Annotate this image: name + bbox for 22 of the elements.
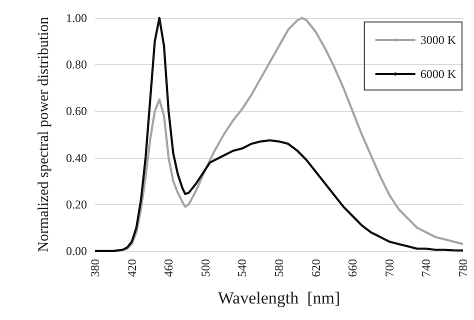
x-tick-label: 660 <box>346 259 360 277</box>
x-tick-label: 700 <box>382 259 396 277</box>
x-axis-title: Wavelength [nm] <box>218 288 340 308</box>
y-tick-label: 0.60 <box>66 104 87 118</box>
x-tick-label: 380 <box>88 259 102 277</box>
y-axis-title: Normalized spectral power distribution <box>36 16 52 252</box>
x-tick-label: 460 <box>162 259 176 277</box>
y-tick-label: 0.20 <box>66 197 87 212</box>
y-tick-label: 0.00 <box>66 244 87 258</box>
x-tick-label: 420 <box>124 259 139 277</box>
x-tick-label: 780 <box>456 259 470 277</box>
x-tick-label: 500 <box>198 259 212 277</box>
legend-label: 6000 K <box>420 67 456 81</box>
y-tick-label: 0.40 <box>66 150 87 165</box>
x-tick-label: 580 <box>272 259 286 277</box>
legend-label: 3000 K <box>420 33 456 47</box>
line-series <box>94 16 464 252</box>
x-tick-label: 740 <box>419 259 434 277</box>
x-tick-label: 540 <box>235 259 250 277</box>
x-tick-label: 620 <box>308 259 323 277</box>
y-tick-label: 0.80 <box>66 58 87 72</box>
y-tick-label: 1.00 <box>66 11 87 25</box>
